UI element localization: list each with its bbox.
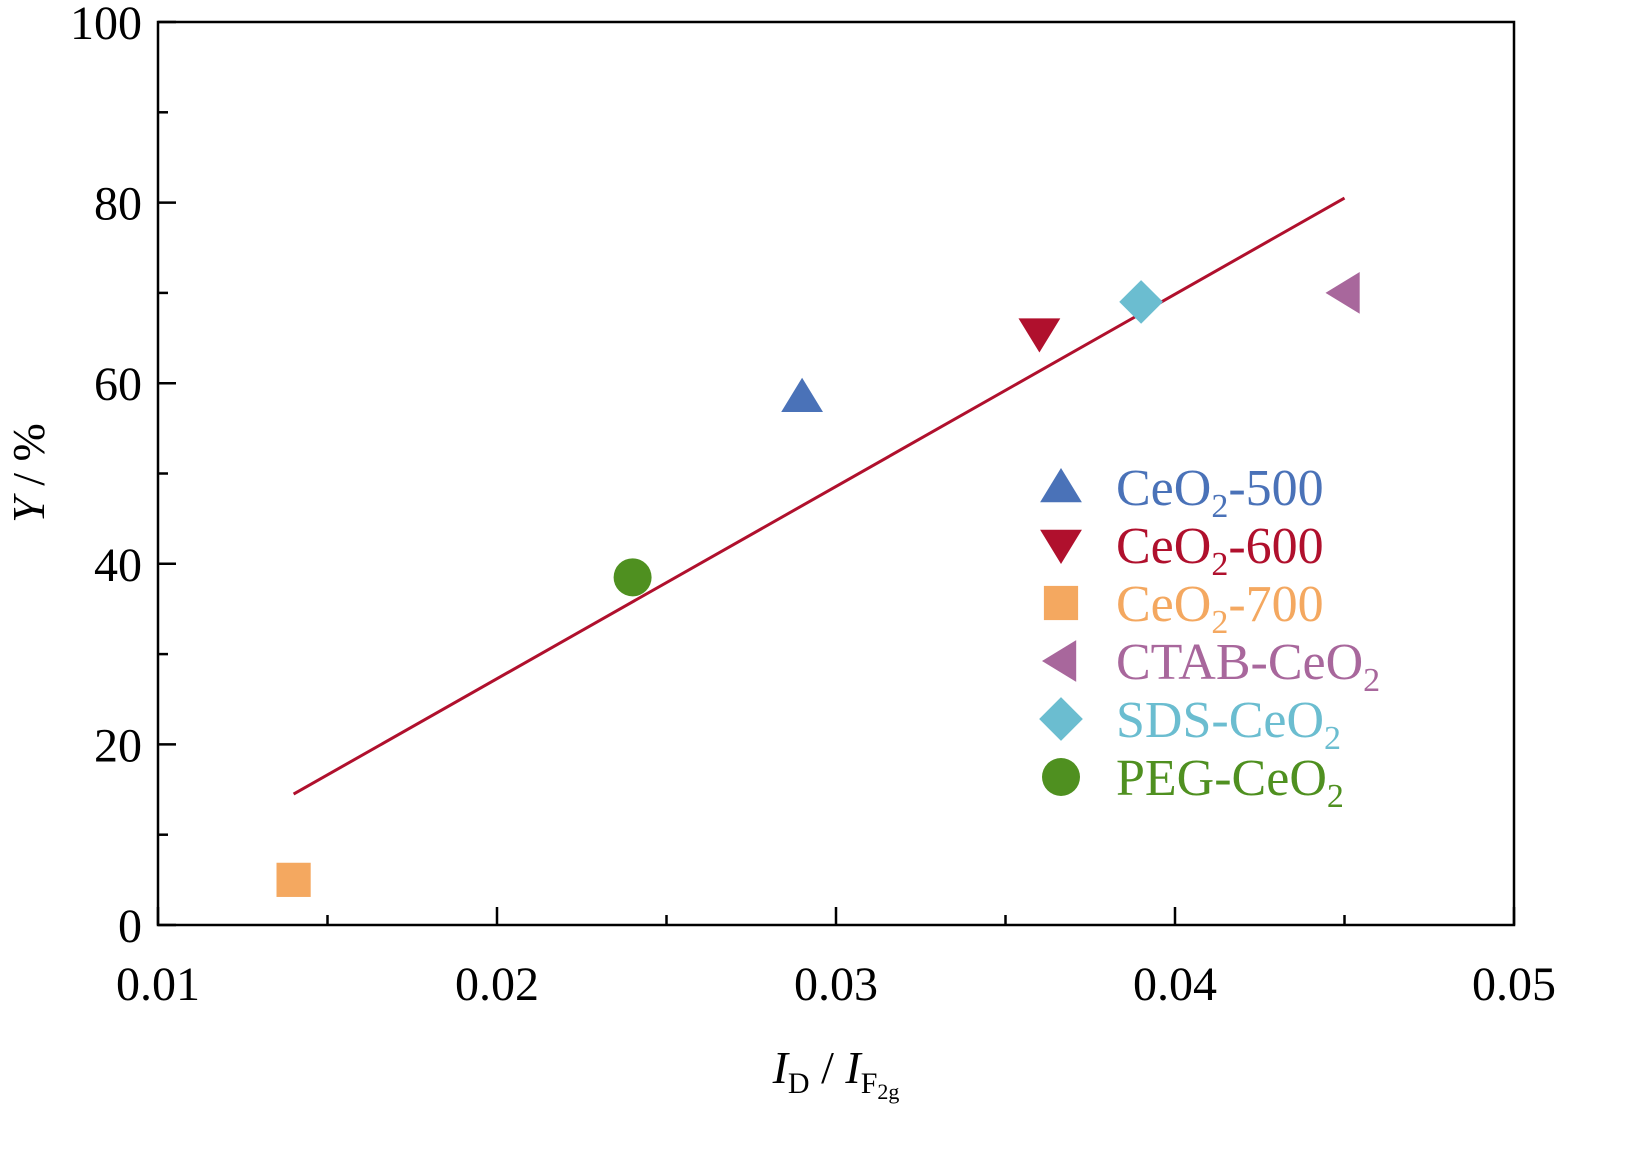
y-tick-label: 20 <box>94 719 142 772</box>
fit-line-layer <box>292 196 1346 796</box>
x-tick-label: 0.04 <box>1133 958 1217 1011</box>
y-tick-label: 100 <box>70 0 142 50</box>
legend-marker <box>1042 640 1077 682</box>
legend-label: CeO2-700 <box>1116 576 1324 641</box>
axis-tick-labels: 0.01 0.02 0.03 0.04 0.05 0 20 40 60 80 100 <box>70 0 1556 1011</box>
legend-label: CTAB-CeO2 <box>1116 634 1380 699</box>
data-point <box>276 862 311 897</box>
data-point <box>1018 318 1061 353</box>
legend-marker <box>1039 697 1083 741</box>
y-tick-label: 40 <box>94 539 142 592</box>
axis-ticks <box>156 20 1516 927</box>
data-point <box>781 377 823 412</box>
legend-marker <box>1040 468 1082 503</box>
data-point <box>613 558 652 597</box>
fit-line <box>292 196 1346 796</box>
legend: CeO2-500CeO2-600CeO2-700CTAB-CeO2SDS-CeO… <box>1039 460 1380 815</box>
x-tick-label: 0.02 <box>455 958 539 1011</box>
legend-label: SDS-CeO2 <box>1116 692 1341 757</box>
x-tick-label: 0.03 <box>794 958 878 1011</box>
y-tick-label: 80 <box>94 178 142 231</box>
y-axis-label: Y / % <box>3 423 54 523</box>
data-point <box>1119 280 1163 324</box>
legend-marker <box>1043 585 1079 621</box>
x-tick-label: 0.05 <box>1472 958 1556 1011</box>
y-tick-label: 0 <box>118 900 142 953</box>
legend-marker <box>1042 758 1080 796</box>
y-tick-label: 60 <box>94 358 142 411</box>
x-axis-label: ID / IF2g <box>772 1042 900 1104</box>
legend-label: CeO2-600 <box>1116 518 1324 583</box>
legend-label: CeO2-500 <box>1116 460 1324 525</box>
x-tick-label: 0.01 <box>116 958 200 1011</box>
data-points <box>276 272 1360 897</box>
legend-marker <box>1040 529 1082 564</box>
data-point <box>1325 272 1360 314</box>
legend-label: PEG-CeO2 <box>1116 750 1344 815</box>
